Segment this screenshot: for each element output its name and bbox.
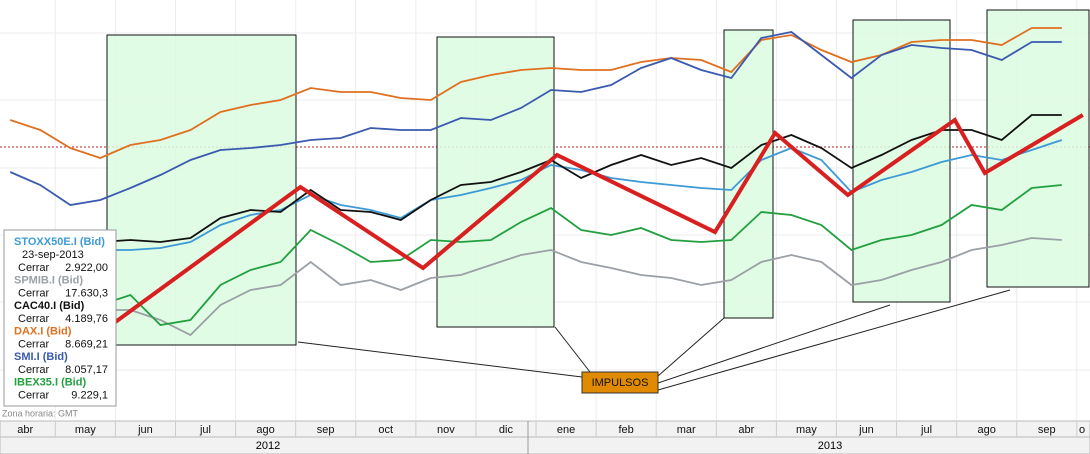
annotation-box: [581, 371, 659, 394]
highlight-box: [436, 36, 555, 328]
year-label: 2012: [256, 440, 280, 452]
legend-close-label: Cerrar: [18, 313, 50, 325]
connector: [554, 326, 591, 373]
x-tick-label: abr: [17, 424, 33, 436]
legend-close-label: Cerrar: [18, 389, 50, 401]
x-tick-label: ene: [557, 424, 575, 436]
connector: [297, 341, 583, 378]
lines: [9, 27, 1084, 337]
x-tick-label: jun: [137, 424, 153, 436]
x-tick-label: abr: [738, 424, 754, 436]
x-tick-label: dic: [499, 424, 514, 436]
connector: [657, 317, 725, 377]
x-tick-label: feb: [618, 424, 633, 436]
x-tick-label: jul: [920, 424, 932, 436]
legend-close-value: 4.189,76: [65, 313, 108, 325]
legend-box: [3, 229, 117, 407]
x-tick-label: nov: [437, 424, 455, 436]
x-tick-label: mar: [677, 424, 696, 436]
x-tick-label: ago: [977, 424, 995, 436]
timezone: Zona horaria: GMT: [2, 408, 79, 418]
legend-entry: CAC40.I (Bid): [14, 300, 85, 312]
series-line: [9, 184, 1062, 326]
annotation: IMPULSOS: [592, 377, 649, 389]
impulse-path: [114, 113, 1084, 324]
x-tick-label: sep: [317, 424, 335, 436]
legend-close-value: 17.630,3: [65, 287, 108, 299]
connector: [657, 304, 891, 384]
legend-entry: SPMIB.I (Bid): [14, 274, 83, 286]
x-tick-label: may: [75, 424, 96, 436]
year-label: 2013: [818, 440, 842, 452]
x-tick-label: jun: [858, 424, 874, 436]
series-line: [9, 237, 1062, 337]
legend-entry: IBEX35.I (Bid): [14, 376, 86, 388]
x-axis: abr may jun jul ago sep oct nov dic ene feb mar abr m…: [17, 421, 1085, 437]
connectors: [297, 289, 1011, 391]
legend-close-value: 2.922,00: [65, 262, 108, 274]
legend-close-label: Cerrar: [18, 287, 50, 299]
x-tick-label: sep: [1038, 424, 1056, 436]
legend-entry: STOXX50E.I (Bid): [14, 236, 105, 248]
x-tick-label: o: [1079, 424, 1085, 436]
legend-close-value: 9.229,1: [71, 389, 108, 401]
legend-close-label: Cerrar: [18, 364, 50, 376]
legend-entry: DAX.I (Bid): [14, 325, 72, 337]
series-line: [10, 114, 1062, 243]
legend-close-value: 8.057,17: [65, 364, 108, 376]
legend-close-label: Cerrar: [18, 262, 50, 274]
legend-entry: SMI.I (Bid): [14, 351, 68, 363]
x-tick-label: ago: [256, 424, 274, 436]
highlight-box: [106, 34, 297, 346]
x-tick-label: may: [796, 424, 817, 436]
legend-close-label: Cerrar: [18, 338, 50, 350]
legend-close-value: 8.669,21: [65, 338, 108, 350]
legend-date: 23-sep-2013: [22, 249, 84, 261]
x-tick-label: oct: [378, 424, 393, 436]
highlight-box: [852, 19, 951, 303]
x-tick-label: jul: [199, 424, 211, 436]
connector: [657, 289, 1011, 391]
series-line: [9, 31, 1062, 206]
